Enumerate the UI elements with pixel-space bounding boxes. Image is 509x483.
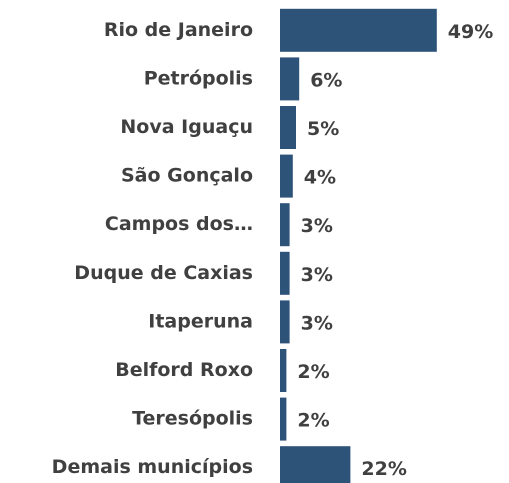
bar — [280, 251, 290, 295]
bar — [280, 349, 287, 392]
bar — [280, 8, 437, 52]
category-label: Nova Iguaçu — [120, 116, 253, 138]
value-label: 49% — [448, 21, 493, 43]
category-label: Belford Roxo — [115, 359, 253, 381]
bar — [280, 154, 293, 198]
category-label: Campos dos… — [105, 213, 253, 235]
value-label: 3% — [301, 215, 333, 237]
category-label: São Gonçalo — [121, 165, 253, 187]
value-label: 2% — [297, 361, 329, 383]
value-label: 2% — [297, 410, 329, 432]
value-label: 3% — [301, 264, 333, 286]
category-label: Duque de Caxias — [74, 262, 253, 284]
bar — [280, 203, 290, 247]
bar — [280, 397, 287, 441]
value-label: 3% — [301, 312, 333, 334]
value-label: 6% — [310, 69, 342, 91]
bar — [280, 300, 290, 344]
bar — [280, 57, 300, 101]
category-label: Demais municípios — [52, 456, 253, 478]
category-label: Itaperuna — [148, 310, 253, 332]
category-label: Petrópolis — [144, 67, 253, 89]
value-label: 4% — [304, 167, 336, 189]
value-label: 22% — [361, 458, 406, 480]
value-label: 5% — [307, 118, 339, 140]
category-label: Rio de Janeiro — [104, 19, 253, 41]
bar — [280, 106, 296, 149]
category-label: Teresópolis — [132, 408, 253, 430]
bar — [280, 446, 351, 483]
